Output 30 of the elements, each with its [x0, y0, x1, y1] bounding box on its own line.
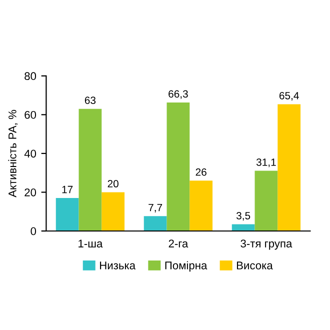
legend-label: Низька [100, 262, 136, 270]
y-tick-label: 0 [30, 227, 36, 236]
bar [102, 192, 125, 231]
bar [56, 198, 79, 231]
x-tick-label: 3-тя група [240, 240, 292, 250]
data-label: 20 [108, 180, 118, 188]
bar [232, 224, 255, 231]
y-tick-label: 80 [24, 72, 36, 80]
bar [278, 104, 301, 231]
data-label: 7,7 [148, 204, 162, 212]
data-label: 63 [84, 96, 96, 104]
data-label: 65,4 [279, 92, 299, 101]
data-label: 31,1 [256, 158, 276, 168]
y-tick-label: 20 [24, 188, 36, 196]
x-tick-label: 1-ша [78, 240, 103, 248]
y-tick-label: 40 [24, 150, 36, 158]
data-label: 66,3 [168, 90, 188, 99]
legend-label: Помірна [165, 261, 208, 272]
bar [78, 108, 102, 231]
x-tick-label: 2-га [168, 240, 188, 248]
legend-label: Висока [236, 262, 273, 270]
y-tick-label: 60 [24, 110, 36, 119]
data-label: 26 [196, 168, 206, 176]
bar [190, 180, 213, 231]
bar [166, 102, 190, 231]
data-label: 17 [62, 186, 73, 194]
y-axis-title: Активність РА, % [8, 110, 18, 198]
data-label: 3,5 [236, 212, 250, 221]
bar [254, 170, 278, 231]
bar [144, 216, 167, 231]
